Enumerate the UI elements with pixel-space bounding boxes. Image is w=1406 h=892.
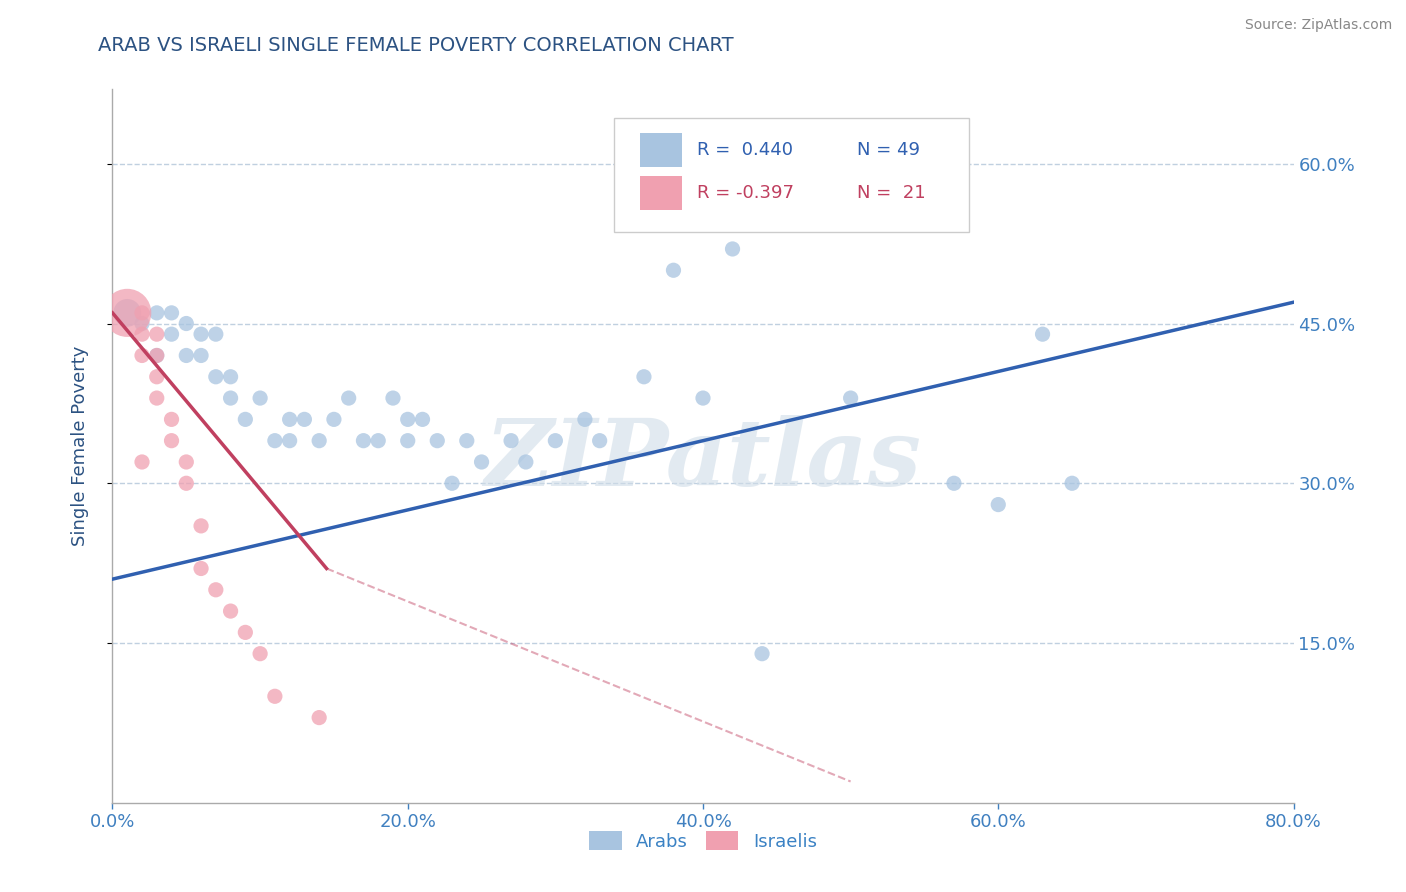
Point (131, 455, 153, 469)
Point (131, 317, 153, 331)
Point (205, 369, 228, 384)
Point (987, 498, 1010, 512)
Point (160, 434, 183, 448)
Point (190, 561, 212, 575)
Point (662, 263, 685, 277)
Point (751, 647, 773, 661)
Point (131, 349, 153, 363)
Point (942, 476, 965, 491)
Point (706, 210, 728, 224)
Point (174, 476, 197, 491)
Point (117, 306, 138, 320)
Point (160, 327, 183, 342)
Point (396, 434, 419, 448)
Point (574, 412, 596, 426)
Point (233, 625, 256, 640)
Text: ARAB VS ISRAELI SINGLE FEMALE POVERTY CORRELATION CHART: ARAB VS ISRAELI SINGLE FEMALE POVERTY CO… (98, 36, 734, 54)
Text: R =  0.440: R = 0.440 (697, 141, 793, 159)
Point (146, 306, 169, 320)
Point (146, 349, 169, 363)
Text: R = -0.397: R = -0.397 (697, 184, 794, 202)
FancyBboxPatch shape (614, 118, 969, 232)
Text: Source: ZipAtlas.com: Source: ZipAtlas.com (1244, 18, 1392, 32)
Point (470, 455, 494, 469)
Point (588, 434, 610, 448)
Point (146, 349, 169, 363)
Point (337, 391, 360, 405)
Point (131, 306, 153, 320)
Point (456, 434, 478, 448)
Point (544, 434, 567, 448)
Point (692, 391, 714, 405)
Point (219, 604, 242, 618)
Point (411, 412, 433, 426)
Point (278, 434, 301, 448)
Point (146, 391, 169, 405)
Point (190, 349, 212, 363)
Point (190, 519, 212, 533)
Point (219, 369, 242, 384)
Point (131, 327, 153, 342)
Point (839, 391, 862, 405)
FancyBboxPatch shape (640, 133, 682, 167)
Point (367, 434, 389, 448)
Point (323, 412, 346, 426)
Text: N = 49: N = 49 (856, 141, 920, 159)
Point (1032, 327, 1054, 342)
Point (205, 327, 228, 342)
Point (190, 327, 212, 342)
Text: ZIPatlas: ZIPatlas (485, 416, 921, 505)
Point (308, 434, 330, 448)
Point (633, 369, 655, 384)
Point (219, 391, 242, 405)
Point (501, 434, 523, 448)
Legend: Arabs, Israelis: Arabs, Israelis (582, 824, 824, 858)
Point (174, 349, 197, 363)
Point (174, 455, 197, 469)
Point (308, 710, 330, 724)
Text: N =  21: N = 21 (856, 184, 925, 202)
Point (205, 582, 228, 597)
Point (146, 369, 169, 384)
Point (515, 455, 537, 469)
Point (249, 391, 271, 405)
Point (160, 412, 183, 426)
Point (264, 690, 287, 704)
Point (174, 317, 197, 331)
Point (721, 242, 744, 256)
Point (396, 412, 419, 426)
Point (278, 412, 301, 426)
Point (1062, 476, 1084, 491)
Point (426, 434, 449, 448)
Point (441, 476, 464, 491)
Y-axis label: Single Female Poverty: Single Female Poverty (70, 346, 89, 546)
Point (264, 434, 287, 448)
Point (292, 412, 315, 426)
FancyBboxPatch shape (640, 176, 682, 210)
Point (233, 412, 256, 426)
Point (160, 306, 183, 320)
Point (146, 327, 169, 342)
Point (352, 434, 374, 448)
Point (249, 647, 271, 661)
Point (382, 391, 405, 405)
Point (117, 306, 138, 320)
